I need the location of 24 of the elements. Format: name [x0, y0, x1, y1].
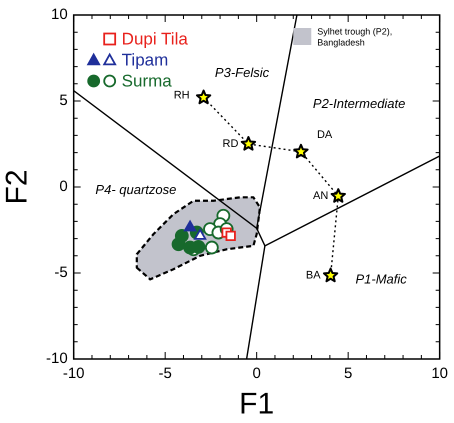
annotation: AN: [313, 190, 328, 202]
legend-label: Sylhet trough (P2), Bangladesh: [317, 26, 392, 48]
annotation: BA: [306, 270, 322, 282]
legend-label: Surma: [122, 72, 172, 91]
y-axis-title: F2: [0, 169, 34, 205]
y-tick-label: -10: [46, 350, 68, 368]
annotation: P4- quartzose: [95, 182, 176, 198]
x-axis-title: F1: [239, 387, 274, 420]
x-tick-label: 0: [252, 365, 261, 382]
y-tick-label: 10: [50, 6, 68, 24]
y-tick-label: -5: [54, 264, 68, 282]
annotation: P1-Mafic: [355, 271, 408, 286]
annotation: P3-Felsic: [214, 65, 270, 80]
x-tick-label: -5: [158, 365, 172, 382]
annotation: RD: [222, 138, 238, 150]
annotation: RH: [174, 90, 190, 102]
x-tick-label: 5: [344, 365, 352, 382]
annotation: DA: [316, 128, 333, 141]
legend-label: Dupi Tila: [122, 30, 188, 49]
x-tick-label: 10: [431, 365, 448, 382]
y-tick-label: 0: [59, 178, 68, 196]
annotation: P2-Intermediate: [312, 96, 406, 112]
y-tick-label: 5: [59, 92, 68, 110]
legend-label: Tipam: [122, 50, 168, 70]
